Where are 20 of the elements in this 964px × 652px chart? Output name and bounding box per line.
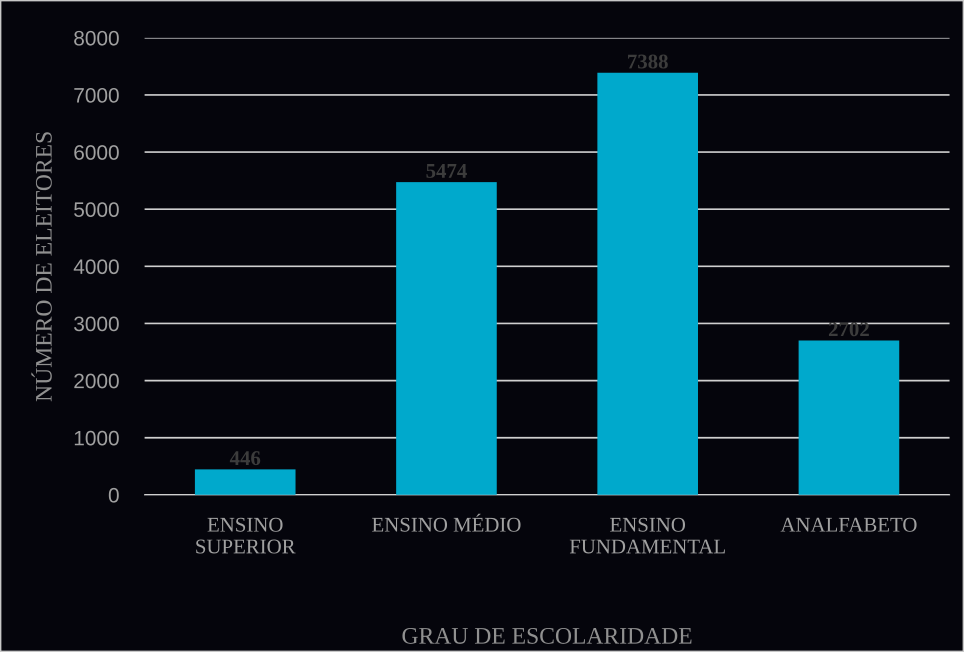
bar bbox=[396, 182, 497, 495]
y-tick-label: 6000 bbox=[74, 145, 119, 160]
y-tick-label: 5000 bbox=[74, 202, 119, 217]
data-label: 2702 bbox=[828, 322, 869, 336]
y-tick-label: 7000 bbox=[74, 88, 119, 103]
y-tick-label: 2000 bbox=[74, 374, 119, 388]
y-tick-label: 1000 bbox=[74, 430, 119, 446]
y-tick-label: 0 bbox=[108, 488, 119, 503]
y-axis-title: NÚMERO DE ELEITORES bbox=[31, 132, 52, 402]
y-tick-label: 4000 bbox=[74, 259, 119, 274]
y-tick-label: 3000 bbox=[74, 316, 119, 332]
bar bbox=[194, 469, 296, 495]
x-tick-label: ENSINO SUPERIOR bbox=[196, 518, 296, 554]
x-axis-title: GRAU DE ESCOLARIDADE bbox=[402, 628, 692, 644]
bar bbox=[798, 340, 900, 495]
y-tick-label: 8000 bbox=[74, 30, 119, 46]
x-tick-label: ENSINO MÉDIO bbox=[372, 514, 521, 532]
bar bbox=[597, 72, 698, 495]
x-tick-label: ENSINO FUNDAMENTAL bbox=[570, 518, 725, 554]
x-tick-label: ANALFABETO bbox=[780, 518, 917, 532]
